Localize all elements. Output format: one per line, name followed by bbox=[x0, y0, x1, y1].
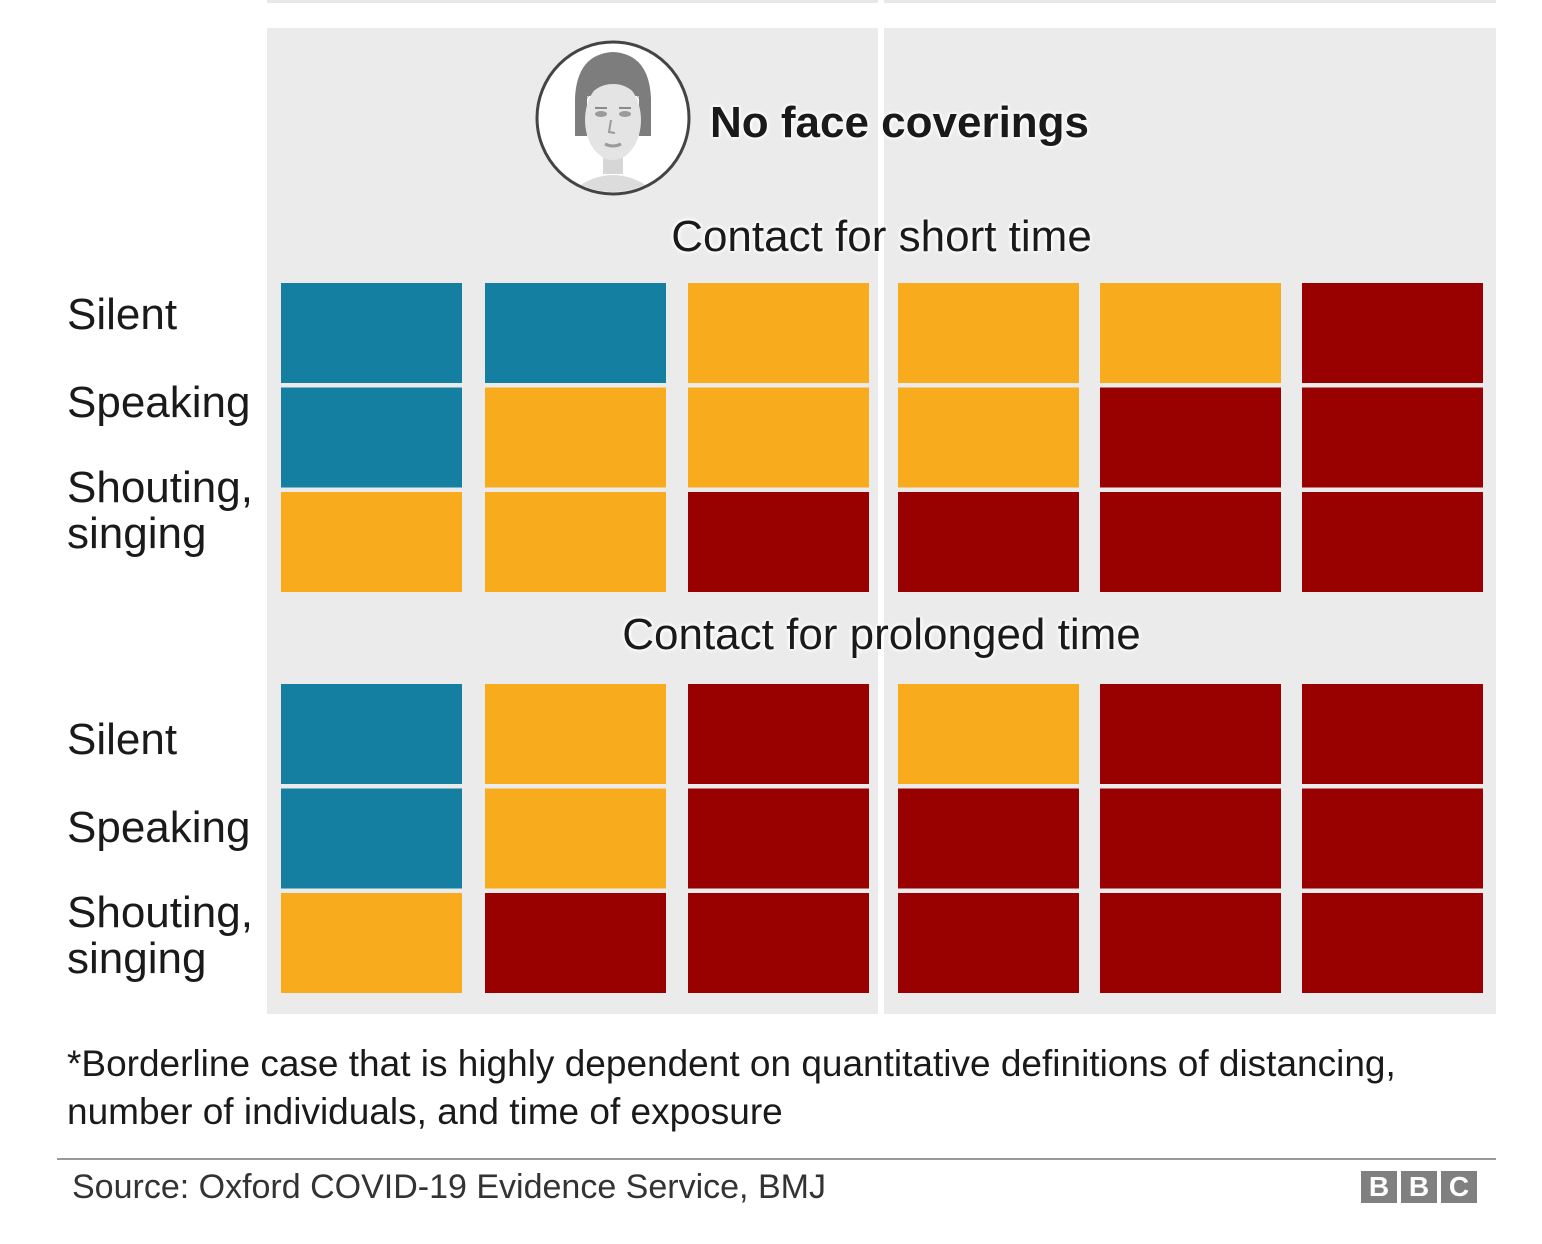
logo-letter-c: C bbox=[1441, 1171, 1477, 1203]
footnote: *Borderline case that is highly dependen… bbox=[67, 1043, 1396, 1132]
source-text: Source: Oxford COVID-19 Evidence Service… bbox=[72, 1168, 826, 1206]
section-title-short: Contact for short time bbox=[671, 212, 1092, 261]
row-label-short-silent: Silent bbox=[67, 290, 178, 339]
row-label-prolonged-speaking: Speaking bbox=[67, 803, 251, 852]
row-label-prolonged-shouting: Shouting, bbox=[67, 888, 253, 937]
face-icon bbox=[535, 40, 691, 196]
chart-heading: No face coverings bbox=[710, 98, 1090, 147]
row-label-short-singing: singing bbox=[67, 509, 207, 558]
row-label-prolonged-silent: Silent bbox=[67, 715, 178, 764]
section-title-prolonged: Contact for prolonged time bbox=[622, 610, 1141, 659]
logo-letter-b1: B bbox=[1361, 1171, 1397, 1203]
source-rule bbox=[57, 1158, 1496, 1160]
row-label-short-shouting: Shouting, bbox=[67, 463, 253, 512]
row-label-short-speaking: Speaking bbox=[67, 378, 251, 427]
bbc-logo: B B C bbox=[1361, 1171, 1477, 1203]
top-rule-right bbox=[884, 0, 1496, 3]
row-label-prolonged-singing: singing bbox=[67, 934, 207, 983]
panel-divider bbox=[878, 28, 884, 1014]
top-rule-left bbox=[267, 0, 878, 3]
logo-letter-b2: B bbox=[1401, 1171, 1437, 1203]
